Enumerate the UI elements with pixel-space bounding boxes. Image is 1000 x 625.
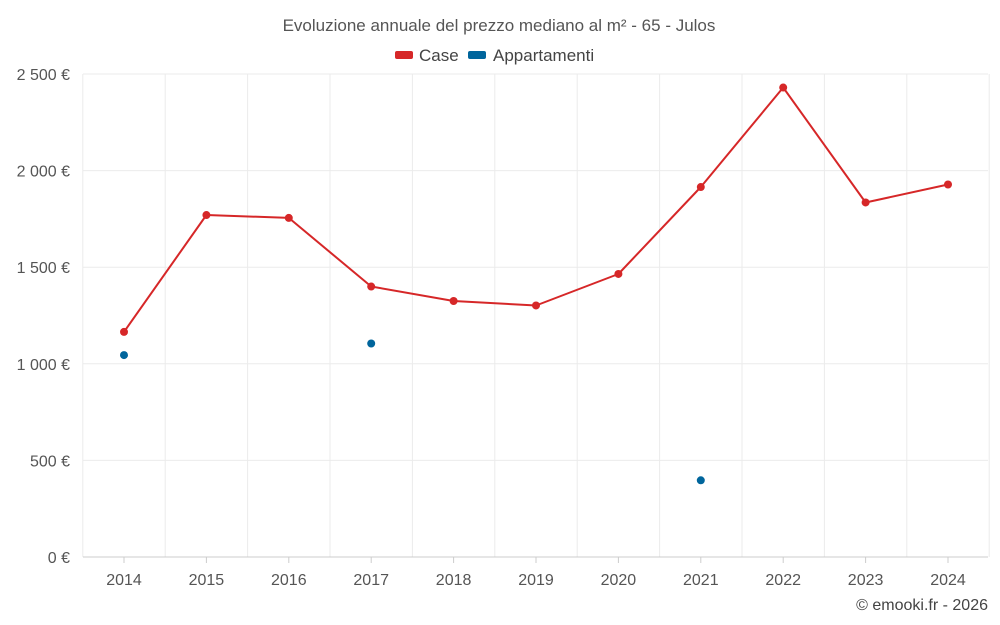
series-case xyxy=(120,83,952,336)
data-point[interactable] xyxy=(696,183,705,192)
data-point[interactable] xyxy=(202,211,211,220)
legend-item-appartamenti[interactable]: Appartamenti xyxy=(468,46,594,65)
x-gridlines xyxy=(82,74,990,557)
x-tick-label: 2023 xyxy=(848,572,884,589)
x-tick-label: 2015 xyxy=(189,572,225,589)
x-tick-label: 2019 xyxy=(518,572,554,589)
x-tick-label: 2017 xyxy=(353,572,389,589)
series-appartamenti xyxy=(120,339,705,485)
y-tick-labels: 0 € 500 € 1 000 € 1 500 € 2 000 € 2 500 € xyxy=(17,67,70,567)
x-axis xyxy=(83,556,988,563)
x-tick-label: 2014 xyxy=(106,572,142,589)
x-tick-label: 2016 xyxy=(271,572,307,589)
data-point[interactable] xyxy=(696,476,705,485)
x-tick-label: 2021 xyxy=(683,572,719,589)
data-point[interactable] xyxy=(861,198,870,207)
x-tick-label: 2018 xyxy=(436,572,472,589)
chart-title: Evoluzione annuale del prezzo mediano al… xyxy=(283,16,716,35)
legend-swatch-case xyxy=(395,51,413,59)
y-tick-label: 500 € xyxy=(30,453,70,470)
data-point[interactable] xyxy=(944,180,952,189)
legend-swatch-appartamenti xyxy=(468,51,486,59)
data-point[interactable] xyxy=(449,297,458,306)
x-tick-labels: 2014 2015 2016 2017 2018 2019 2020 2021 2022 2023… xyxy=(106,572,966,589)
legend-label-appartamenti: Appartamenti xyxy=(493,46,594,65)
credit: © emooki.fr - 2026 xyxy=(856,597,988,614)
data-point[interactable] xyxy=(367,282,376,291)
legend-item-case[interactable]: Case xyxy=(395,46,459,65)
series-layer xyxy=(120,83,952,485)
data-point[interactable] xyxy=(532,301,540,310)
legend: Case Appartamenti xyxy=(395,46,594,65)
x-tick-label: 2022 xyxy=(765,572,801,589)
x-tick-label: 2020 xyxy=(601,572,637,589)
data-point[interactable] xyxy=(120,327,128,336)
y-tick-label: 1 500 € xyxy=(17,260,70,277)
data-point[interactable] xyxy=(779,83,788,92)
y-gridlines xyxy=(83,73,988,461)
data-point[interactable] xyxy=(614,269,623,278)
x-tick-label: 2024 xyxy=(930,572,966,589)
y-tick-label: 0 € xyxy=(48,550,70,567)
data-point[interactable] xyxy=(120,351,128,360)
data-point[interactable] xyxy=(284,213,293,222)
y-tick-label: 1 000 € xyxy=(17,357,70,374)
legend-label-case: Case xyxy=(419,46,459,65)
y-tick-label: 2 000 € xyxy=(17,164,70,181)
y-tick-label: 2 500 € xyxy=(17,67,70,84)
data-point[interactable] xyxy=(367,339,376,348)
